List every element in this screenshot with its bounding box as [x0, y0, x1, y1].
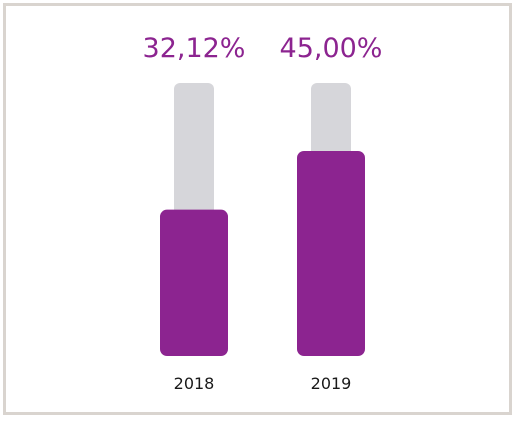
value-label-2018: 32,12% — [143, 33, 246, 64]
chart-frame — [3, 3, 512, 415]
bar-2019 — [297, 151, 365, 356]
category-label-2019: 2019 — [311, 374, 352, 393]
bar-background-2018 — [174, 83, 214, 220]
value-label-2019: 45,00% — [280, 33, 383, 64]
bar-2018 — [160, 209, 228, 356]
category-label-2018: 2018 — [174, 374, 215, 393]
bar-background-2019 — [311, 83, 351, 161]
